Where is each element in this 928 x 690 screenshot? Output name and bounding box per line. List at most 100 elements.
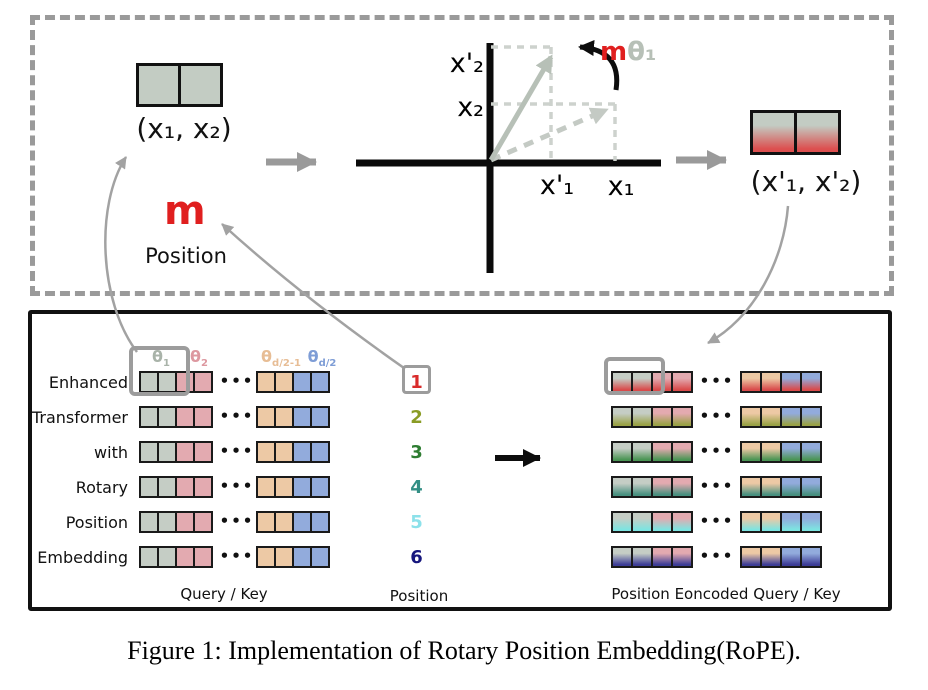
embedding-cell [292, 441, 312, 463]
embedding-cell [631, 441, 653, 463]
encoded-cells-b [740, 476, 822, 498]
embedding-cell [671, 371, 693, 393]
embedding-cell [256, 371, 276, 393]
embedding-cell [193, 476, 213, 498]
query-key-cells-a [139, 371, 213, 393]
embedding-cell [671, 546, 693, 568]
position-column-caption: Position [389, 587, 449, 605]
embedding-cell [800, 511, 822, 533]
ellipsis-dots: ••• [219, 442, 255, 460]
embedding-cell [760, 511, 782, 533]
embedding-cell [631, 476, 653, 498]
embedding-cell [651, 476, 673, 498]
query-key-cells-a [139, 546, 213, 568]
encoded-cells-a [611, 511, 693, 533]
encoded-cells-a [611, 441, 693, 463]
rotation-illustration-panel [30, 15, 894, 296]
highlight-first-pair-encoded [604, 357, 665, 395]
embedding-cell [193, 371, 213, 393]
embedding-cell [157, 476, 177, 498]
embedding-cell [800, 476, 822, 498]
token-label: Position [65, 513, 128, 532]
embedding-cell [651, 441, 673, 463]
position-number: 5 [410, 512, 423, 533]
theta-header: θ1 [152, 348, 170, 373]
embedding-cell [193, 546, 213, 568]
embedding-cell [651, 406, 673, 428]
embedding-cell [256, 441, 276, 463]
position-symbol: m [164, 188, 206, 234]
position-number: 4 [410, 477, 423, 498]
embedding-cell [175, 546, 195, 568]
embedding-cell [310, 441, 330, 463]
input-vector-label: (x₁, x₂) [136, 112, 232, 145]
embedding-cell [139, 511, 159, 533]
theta-symbol: θ [152, 347, 164, 366]
token-label: Rotary [75, 478, 128, 497]
embedding-cell [671, 511, 693, 533]
token-label: Embedding [37, 548, 128, 567]
embedding-cell [780, 511, 802, 533]
embedding-cell [256, 476, 276, 498]
ellipsis-dots: ••• [699, 372, 735, 390]
embedding-cell [193, 441, 213, 463]
embedding-cell [274, 546, 294, 568]
embedding-cell [780, 441, 802, 463]
embedding-cell [292, 546, 312, 568]
query-key-caption: Query / Key [180, 585, 268, 603]
embedding-cell [310, 546, 330, 568]
embedding-cell [310, 406, 330, 428]
embedding-cell [611, 546, 633, 568]
ellipsis-dots: ••• [699, 442, 735, 460]
output-vector-cell-2 [794, 110, 841, 155]
embedding-cell [274, 406, 294, 428]
highlight-first-pair-query [129, 346, 190, 396]
token-label: Transformer [31, 408, 128, 427]
encoded-cells-b [740, 406, 822, 428]
embedding-cell [175, 406, 195, 428]
embedding-cell [157, 441, 177, 463]
embedding-cell [139, 441, 159, 463]
encoded-query-key-caption: Position Eoncoded Query / Key [611, 585, 841, 603]
embedding-cell [310, 476, 330, 498]
position-caption: Position [145, 244, 227, 268]
query-key-cells-b [256, 511, 330, 533]
embedding-cell [760, 371, 782, 393]
encoded-cells-b [740, 441, 822, 463]
embedding-cell [139, 546, 159, 568]
output-vector-label: (x'₁, x'₂) [750, 165, 862, 198]
query-key-cells-a [139, 511, 213, 533]
embedding-cell [760, 476, 782, 498]
token-label: Enhanced [48, 373, 128, 392]
embedding-cell [740, 511, 762, 533]
ellipsis-dots: ••• [219, 477, 255, 495]
embedding-cell [292, 371, 312, 393]
embedding-cell [611, 441, 633, 463]
embedding-cell [175, 476, 195, 498]
embedding-cell [310, 511, 330, 533]
theta-subscript: d/2-1 [272, 358, 301, 370]
embedding-cell [760, 546, 782, 568]
position-number: 3 [410, 442, 423, 463]
embedding-cell [671, 406, 693, 428]
theta-symbol: θ [307, 347, 319, 366]
embedding-cell [780, 476, 802, 498]
theta-header: θ2 [190, 348, 208, 373]
theta-symbol: θ [261, 347, 273, 366]
encoded-cells-a [611, 371, 693, 393]
embedding-cell [139, 476, 159, 498]
encoded-cells-b [740, 511, 822, 533]
embedding-cell [292, 406, 312, 428]
input-vector-cell-2 [178, 63, 223, 107]
embedding-cell [800, 441, 822, 463]
encoded-cells-b [740, 371, 822, 393]
embedding-cell [631, 406, 653, 428]
embedding-cell [671, 476, 693, 498]
ellipsis-dots: ••• [219, 372, 255, 390]
theta-subscript: d/2 [318, 358, 337, 370]
embedding-cell [760, 441, 782, 463]
embedding-cell [274, 371, 294, 393]
theta-symbol: θ [190, 347, 202, 366]
embedding-cell [671, 441, 693, 463]
